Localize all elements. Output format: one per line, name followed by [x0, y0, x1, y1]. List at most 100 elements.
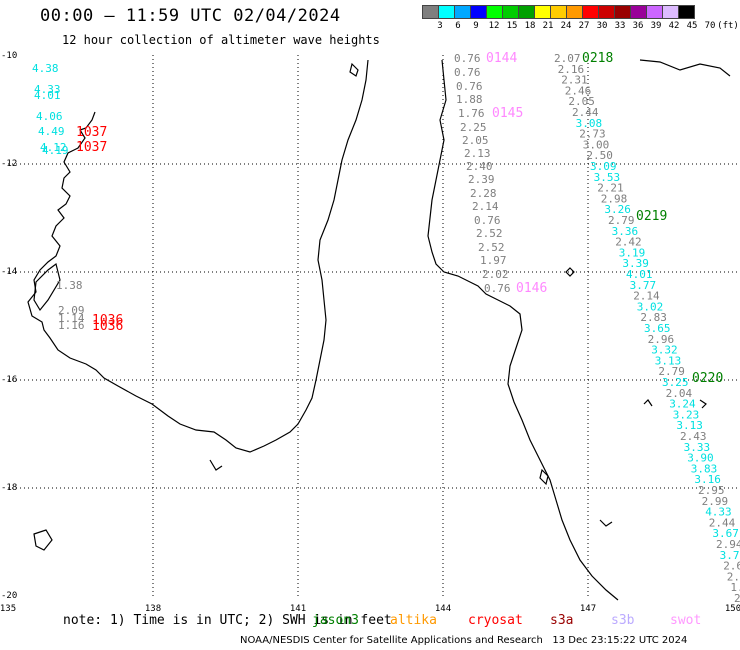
colorbar-label: 6 [455, 21, 461, 31]
wave-height-label: 3.13 [655, 354, 682, 367]
pass-time-label: 1036 [92, 319, 123, 334]
wave-height-label: 2 [734, 592, 740, 605]
wave-height-label: 2.44 [572, 106, 599, 119]
cape-york-east-coast [427, 59, 619, 601]
wave-height-label: 2.04 [666, 387, 693, 400]
map-subtitle: 12 hour collection of altimeter wave hei… [62, 33, 380, 47]
islands-east-2 [643, 399, 653, 407]
wave-height-label: 3.79 [720, 549, 740, 562]
wave-height-label: 2.43 [680, 430, 707, 443]
wave-height-label: 2.02 [482, 268, 509, 281]
wave-height-label: 4.12 [40, 141, 67, 154]
wave-height-label: 3.90 [687, 452, 714, 465]
wave-height-label: 3.77 [630, 279, 657, 292]
lon-label: 141 [290, 604, 306, 614]
wave-height-label: 2.73 [579, 128, 606, 141]
satellite-legend-item: jason3 [312, 613, 359, 628]
lat-label: -14 [1, 267, 17, 277]
wave-height-label: 3.53 [594, 171, 621, 184]
wave-height-label: 2.52 [478, 241, 505, 254]
wave-height-label: 2.13 [464, 147, 491, 160]
wave-height-label: 1.38 [56, 279, 83, 292]
wave-height-label: 2.31 [561, 74, 588, 87]
wave-height-label: 2.6 [723, 560, 740, 573]
wave-height-label: 0.76 [454, 52, 481, 65]
wave-height-label: 3.23 [673, 408, 700, 421]
coastline [27, 59, 731, 601]
lon-label: 147 [580, 604, 596, 614]
wave-height-label: 2.39 [468, 173, 495, 186]
colorbar-label: 70 [704, 21, 716, 31]
wave-height-label: 2.83 [640, 311, 667, 324]
colorbar-label: 33 [614, 21, 626, 31]
wave-height-label: 4.06 [36, 110, 63, 123]
lon-label: 144 [435, 604, 451, 614]
wave-height-label: 2.14 [472, 200, 499, 213]
islands-east-3 [699, 399, 707, 409]
west-headland [33, 262, 61, 312]
wave-height-label: 2.07 [554, 52, 581, 65]
colorbar-labels: 3 6 9 12 15 18 21 24 27 30 33 36 39 42 45 70 (ft) [422, 21, 740, 33]
colorbar-label: (ft) [717, 21, 739, 31]
wave-height-label: 2.98 [601, 192, 628, 205]
wave-height-label: 2.05 [462, 134, 489, 147]
island-southwest [33, 529, 53, 551]
colorbar-label: 18 [524, 21, 536, 31]
colorbar-label: 12 [488, 21, 500, 31]
satellite-legend-item: s3a [550, 613, 574, 628]
colorbar-label: 39 [650, 21, 662, 31]
track-labels: 4.384.334.014.064.494.124.19103710371036… [32, 51, 740, 605]
wave-height-label: 2. [727, 570, 740, 583]
wave-height-label: 1.88 [456, 93, 483, 106]
wave-height-label: 2.25 [460, 121, 487, 134]
satellite-legend-item: s3b [611, 613, 635, 628]
pass-time-label: 0220 [692, 371, 723, 386]
colorbar [422, 5, 695, 19]
wave-height-label: 3.08 [576, 117, 603, 130]
wave-height-label: 2.46 [565, 84, 592, 97]
wave-height-label: 1.97 [480, 254, 507, 267]
lon-label: 150 [725, 604, 740, 614]
wave-height-label: 2.21 [597, 182, 624, 195]
coast-spur [209, 459, 223, 471]
wave-height-label: 4.33 [705, 506, 732, 519]
wave-height-label: 2.44 [709, 516, 736, 529]
wave-height-label: 3.33 [684, 441, 711, 454]
lat-label: -16 [1, 375, 17, 385]
wave-height-label: 3.67 [712, 527, 739, 540]
wave-height-label: 2.40 [466, 160, 493, 173]
colorbar-label: 30 [596, 21, 608, 31]
island-north [349, 62, 359, 77]
colorbar-label: 24 [560, 21, 572, 31]
wave-height-label: 3.83 [691, 462, 718, 475]
colorbar-label: 45 [686, 21, 698, 31]
wave-height-label: 4.33 [34, 83, 61, 96]
wave-height-label: 2.42 [615, 236, 642, 249]
axis-labels: 135 138 141 144 147 150 -10 -12 -14 -16 -18 -20 [0, 51, 740, 614]
lat-label: -10 [1, 51, 17, 61]
coast-sw-tip [599, 519, 613, 527]
wave-height-label: 2.99 [702, 495, 729, 508]
wave-height-label: 0.76 [456, 80, 483, 93]
wave-height-label: 3.13 [676, 419, 703, 432]
satellite-legend-item: altika [390, 613, 437, 628]
colorbar-label: 36 [632, 21, 644, 31]
colorbar-label: 9 [473, 21, 479, 31]
wave-height-label: 3.32 [651, 344, 678, 357]
footer-note: note: 1) Time is in UTC; 2) SWH is in fe… [63, 613, 392, 628]
wave-height-label: 2.52 [476, 227, 503, 240]
wave-height-label: 3.00 [583, 138, 610, 151]
map-title: 00:00 – 11:59 UTC 02/04/2024 [40, 6, 341, 26]
pass-time-label: 0218 [582, 51, 613, 66]
wave-height-label: 3.24 [669, 398, 696, 411]
wave-height-label: 3.19 [619, 246, 646, 259]
wave-height-label: 3.09 [590, 160, 617, 173]
lon-label: 135 [0, 604, 16, 614]
wave-height-label: 2.09 [58, 304, 85, 317]
wave-height-label: 1.16 [58, 319, 85, 332]
wave-height-label: 2.05 [568, 95, 595, 108]
wave-height-label: 3.25 [662, 376, 689, 389]
wave-height-label: 3.36 [612, 225, 639, 238]
lat-label: -18 [1, 483, 17, 493]
